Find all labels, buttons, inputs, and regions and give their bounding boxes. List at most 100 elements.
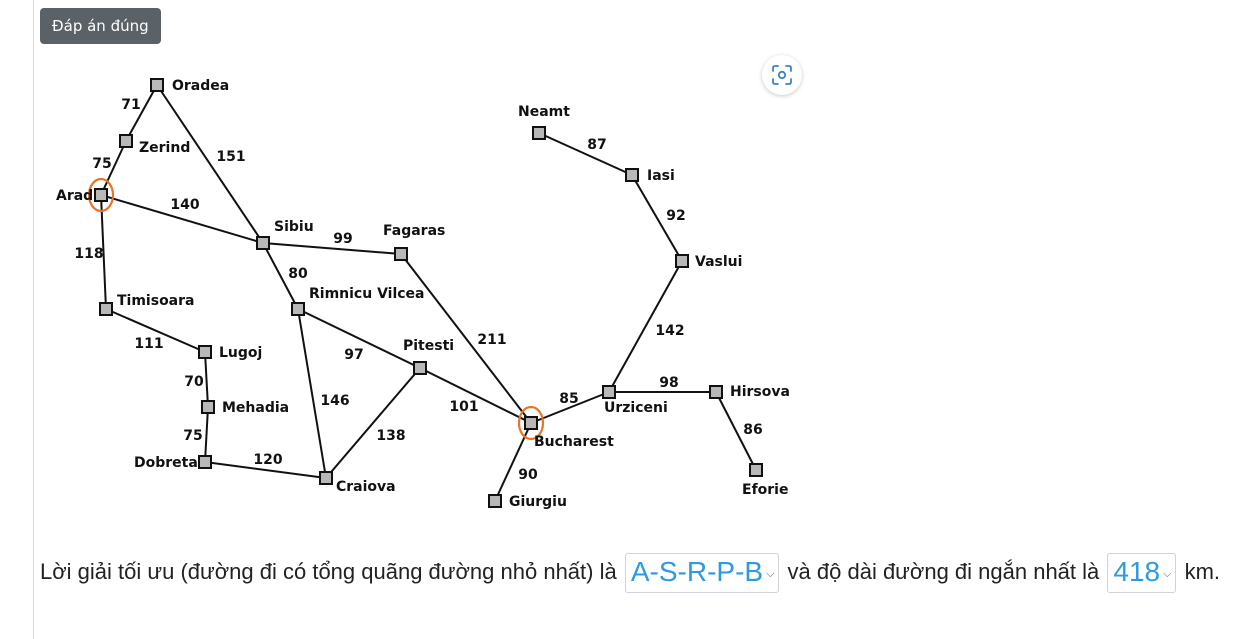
edge-weight-label: 75 [183, 428, 202, 444]
edge-weight-label: 86 [743, 422, 762, 438]
node-square [201, 400, 215, 414]
node-label: Timisoara [117, 293, 195, 309]
edge-weight-label: 120 [253, 452, 282, 468]
node-label: Urziceni [604, 400, 668, 416]
node-iasi: Iasi [625, 168, 675, 184]
node-label: Hirsova [730, 384, 790, 400]
correct-answer-button[interactable]: Đáp án đúng [40, 8, 161, 44]
node-sibiu: Sibiu [256, 219, 314, 250]
node-square [291, 302, 305, 316]
node-square [94, 188, 108, 202]
node-urziceni: Urziceni [602, 385, 668, 416]
edge-weight-label: 90 [518, 467, 538, 483]
path-dropdown[interactable]: A-S-R-P-B ⌵ [624, 553, 780, 593]
node-square [119, 134, 133, 148]
node-label: Arad [56, 188, 93, 204]
node-bucharest: Bucharest [517, 405, 614, 450]
edge-zerind-arad [100, 140, 127, 196]
edge-pitesti-bucharest [419, 367, 532, 424]
edge-weight-label: 71 [121, 97, 140, 113]
node-label: Craiova [336, 479, 396, 495]
edge-oradea-sibiu [156, 84, 264, 244]
edge-weight-label: 151 [216, 149, 245, 165]
node-square [319, 471, 333, 485]
node-square [675, 254, 689, 268]
node-pitesti: Pitesti [403, 338, 454, 375]
node-label: Eforie [742, 482, 788, 498]
edge-weight-label: 99 [333, 231, 352, 247]
sentence-text-middle: và độ dài đường đi ngắn nhất là [787, 559, 1100, 584]
node-label: Bucharest [534, 434, 614, 450]
answer-sentence: Lời giải tối ưu (đường đi có tổng quãng … [40, 550, 1232, 593]
node-craiova: Craiova [319, 471, 396, 495]
edge-weight-label: 97 [344, 347, 363, 363]
scan-button[interactable] [762, 55, 802, 95]
node-square [198, 345, 212, 359]
edge-weight-label: 118 [74, 246, 103, 262]
edge-timisoara-lugoj [105, 308, 206, 353]
chevron-down-icon: ⌵ [1163, 567, 1172, 580]
node-label: Fagaras [383, 223, 445, 239]
chevron-down-icon: ⌵ [766, 567, 775, 580]
edge-rimnicu-craiova [297, 308, 327, 479]
node-label: Rimnicu Vilcea [309, 286, 425, 302]
edge-dobreta-craiova [204, 461, 327, 479]
distance-dropdown[interactable]: 418 ⌵ [1107, 553, 1177, 593]
edge-bucharest-giurgiu [494, 422, 532, 502]
node-square [99, 302, 113, 316]
node-square [413, 361, 427, 375]
node-square [532, 126, 546, 140]
highlight-circle [87, 177, 115, 213]
edge-weight-label: 70 [184, 374, 204, 390]
node-label: Pitesti [403, 338, 454, 354]
sentence-text-after: km. [1184, 559, 1221, 584]
left-border [33, 0, 34, 639]
node-square [524, 416, 538, 430]
node-square [198, 455, 212, 469]
edge-weight-label: 142 [655, 323, 684, 339]
node-square [709, 385, 723, 399]
edge-weight-label: 87 [587, 137, 606, 153]
node-square [488, 494, 502, 508]
edge-weight-label: 92 [666, 208, 685, 224]
edge-mehadia-dobreta [204, 406, 209, 463]
node-square [749, 463, 763, 477]
highlight-circle [517, 405, 545, 441]
scan-icon [772, 65, 792, 85]
node-vaslui: Vaslui [675, 254, 742, 270]
distance-dropdown-value: 418 [1113, 556, 1161, 588]
node-hirsova: Hirsova [709, 384, 790, 400]
edge-weight-label: 80 [288, 266, 308, 282]
node-label: Vaslui [695, 254, 742, 270]
edge-weight-label: 211 [477, 332, 506, 348]
node-label: Dobreta [134, 455, 198, 471]
node-oradea: Oradea [150, 78, 229, 94]
edge-weight-label: 146 [320, 393, 349, 409]
node-rimnicu: Rimnicu Vilcea [291, 286, 425, 316]
edge-hirsova-eforie [715, 391, 757, 471]
edge-craiova-pitesti [325, 367, 421, 479]
node-zerind: Zerind [119, 134, 190, 156]
edge-fagaras-bucharest [400, 253, 532, 424]
node-neamt: Neamt [518, 104, 570, 140]
node-label: Lugoj [219, 345, 262, 361]
node-mehadia: Mehadia [201, 400, 289, 416]
node-fagaras: Fagaras [383, 223, 445, 261]
edge-weight-label: 140 [170, 197, 199, 213]
node-timisoara: Timisoara [99, 293, 195, 316]
edge-arad-timisoara [100, 194, 107, 310]
edge-sibiu-fagaras [262, 242, 402, 255]
node-label: Giurgiu [509, 494, 567, 510]
sentence-text-before: Lời giải tối ưu (đường đi có tổng quãng … [40, 559, 617, 584]
edge-urziceni-vaslui [608, 260, 683, 393]
edge-weight-label: 111 [134, 336, 163, 352]
romania-map-diagram: 71 75 151 140 118 111 70 75 120 99 80 97 146 138 101 21… [56, 78, 790, 510]
edge-oradea-zerind [125, 84, 158, 142]
node-lugoj: Lugoj [198, 345, 262, 361]
edge-weight-label: 98 [659, 375, 678, 391]
edge-vaslui-iasi [631, 174, 683, 262]
edge-arad-sibiu [100, 194, 264, 244]
node-label: Mehadia [222, 400, 289, 416]
node-square [150, 78, 164, 92]
edge-sibiu-rimnicu [262, 242, 299, 310]
